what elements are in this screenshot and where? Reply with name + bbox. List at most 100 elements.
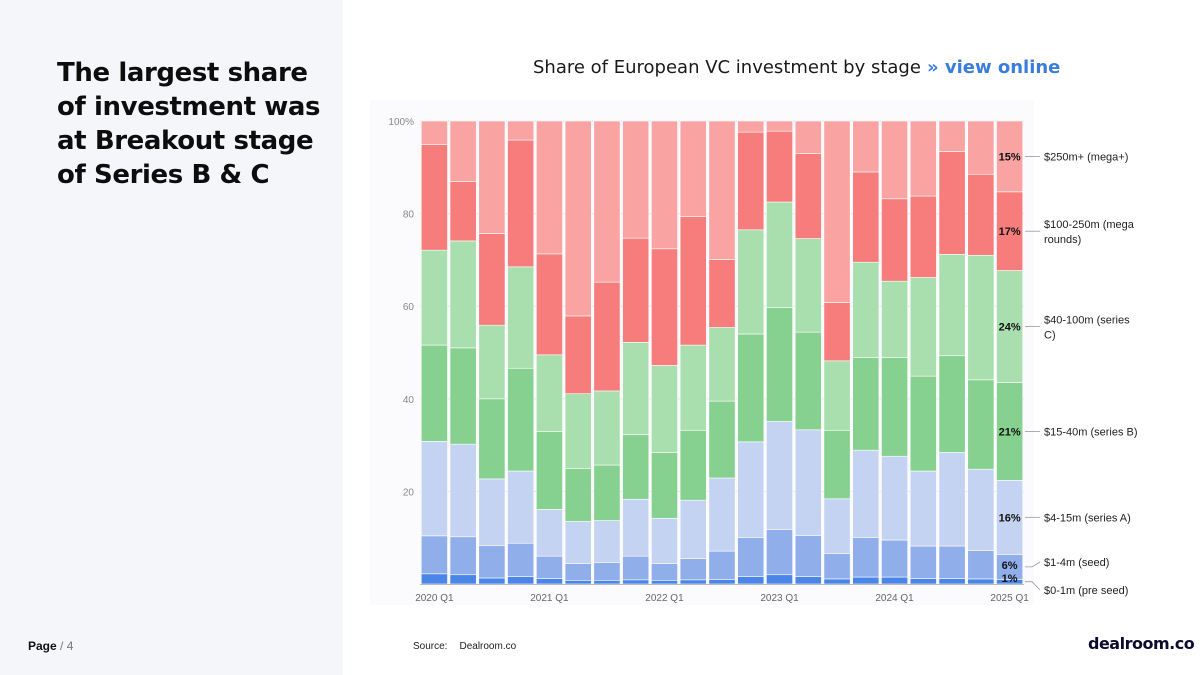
bar-segment <box>794 576 822 585</box>
data-label: 1% <box>1002 573 1018 585</box>
page-separator: / <box>60 639 64 653</box>
bar-segment <box>622 579 650 585</box>
bar-segment <box>507 576 535 585</box>
bar-segment <box>651 517 678 564</box>
stacked-bar-chart: 20 40 60 80 100% 2020 Q1 2021 Q1 2022 Q1 2023 Q1… <box>370 100 1138 605</box>
legend-item-line: $100-250m (mega <box>1044 219 1135 231</box>
legend-item-line: rounds) <box>1044 234 1081 246</box>
bar-segment <box>622 434 650 500</box>
bar-segment <box>651 248 678 366</box>
view-online-link[interactable]: » view online <box>926 57 1061 78</box>
bar-segment <box>794 238 822 333</box>
legend-item: $0-1m (pre seed) <box>1044 585 1128 597</box>
source-note: Source: Dealroom.co <box>413 641 516 652</box>
dealroom-logo[interactable]: dealroom.co <box>1088 634 1195 653</box>
bar-segment <box>593 120 621 283</box>
bar-segment <box>420 120 448 145</box>
bar-segment <box>708 327 736 402</box>
bar-segment <box>967 173 995 256</box>
bar-segment <box>679 344 707 431</box>
bar-segment <box>766 120 793 132</box>
bar-segment <box>507 542 535 577</box>
bar-segment <box>909 545 937 579</box>
bar-segment <box>766 529 793 576</box>
y-tick-label: 100% <box>388 117 414 128</box>
data-label: 16% <box>999 512 1021 524</box>
bar-segment <box>909 375 937 472</box>
chart-title-row: Share of European VC investment by stage… <box>533 57 1060 78</box>
x-tick-label: 2023 Q1 <box>760 593 799 604</box>
page-indicator: Page / 4 <box>28 639 73 653</box>
bar-segment <box>794 535 822 577</box>
legend-item: $40-100m (series C) <box>1044 315 1130 342</box>
bar-segment <box>996 382 1024 481</box>
bar-segment <box>651 365 678 453</box>
bar-segment <box>996 270 1024 383</box>
bar-segment <box>852 171 880 263</box>
bar-segment <box>909 120 937 197</box>
bar-segment <box>737 120 765 133</box>
source-label: Source: <box>413 641 448 652</box>
bar-segment <box>449 240 477 349</box>
bar-segment <box>938 254 966 357</box>
data-label: 21% <box>999 426 1021 438</box>
bar-segment <box>679 216 707 346</box>
bar-segment <box>938 452 966 547</box>
bar-segment <box>909 195 937 278</box>
bar-segment <box>478 398 506 480</box>
bar-segment <box>852 357 880 451</box>
bar-segment <box>823 553 851 580</box>
bar-segment <box>881 455 909 541</box>
bar-segment <box>622 237 650 343</box>
bar-segment <box>938 545 966 579</box>
bar-segment <box>708 120 736 260</box>
bar-segment <box>967 120 995 175</box>
page-separator-wrap: / 4 <box>57 639 73 653</box>
bar-segment <box>823 360 851 431</box>
bar-segment <box>622 555 650 581</box>
bar-segment <box>564 393 592 470</box>
bar-segment <box>679 429 707 501</box>
data-label: 24% <box>999 322 1021 334</box>
bar-segment <box>478 324 506 400</box>
bar-segment <box>938 151 966 255</box>
legend-leader-line <box>1025 581 1041 591</box>
bar-segment <box>535 555 563 579</box>
bar-segment <box>593 281 621 392</box>
bar-segment <box>622 120 650 239</box>
bar-segment <box>507 120 535 141</box>
source-value: Dealroom.co <box>459 641 517 652</box>
x-tick-label: 2025 Q1 <box>990 593 1029 604</box>
bar-segment <box>938 578 966 585</box>
bar-segment <box>535 578 563 585</box>
bar-segment <box>737 229 765 335</box>
legend-item: $15-40m (series B) <box>1044 426 1138 438</box>
bar-segment <box>564 563 592 581</box>
bar-segment <box>593 464 621 521</box>
bar-segment <box>852 120 880 173</box>
chart-title: Share of European VC investment by stage <box>533 57 921 78</box>
bar-segment <box>967 379 995 470</box>
bar-segment <box>593 390 621 466</box>
x-tick-label: 2022 Q1 <box>645 593 684 604</box>
bar-segment <box>564 468 592 522</box>
legend-item: $4-15m (series A) <box>1044 512 1131 524</box>
bar-segment <box>766 201 793 308</box>
bar-segment <box>967 468 995 551</box>
bar-segment <box>852 449 880 538</box>
bar-segment <box>478 478 506 546</box>
bar-segment <box>881 280 909 358</box>
bar-segment <box>593 562 621 581</box>
bar-segment <box>420 573 448 585</box>
bar-segment <box>996 479 1024 555</box>
legend-item-line: C) <box>1044 330 1056 342</box>
bar-segment <box>622 342 650 435</box>
y-tick-label: 60 <box>403 302 415 313</box>
bar-segment <box>651 452 678 519</box>
bar-segment <box>794 120 822 154</box>
bar-segment <box>794 331 822 431</box>
bar-segment <box>507 470 535 544</box>
bar-segment <box>967 578 995 585</box>
data-label: 15% <box>999 151 1021 163</box>
bar-segment <box>535 354 563 432</box>
